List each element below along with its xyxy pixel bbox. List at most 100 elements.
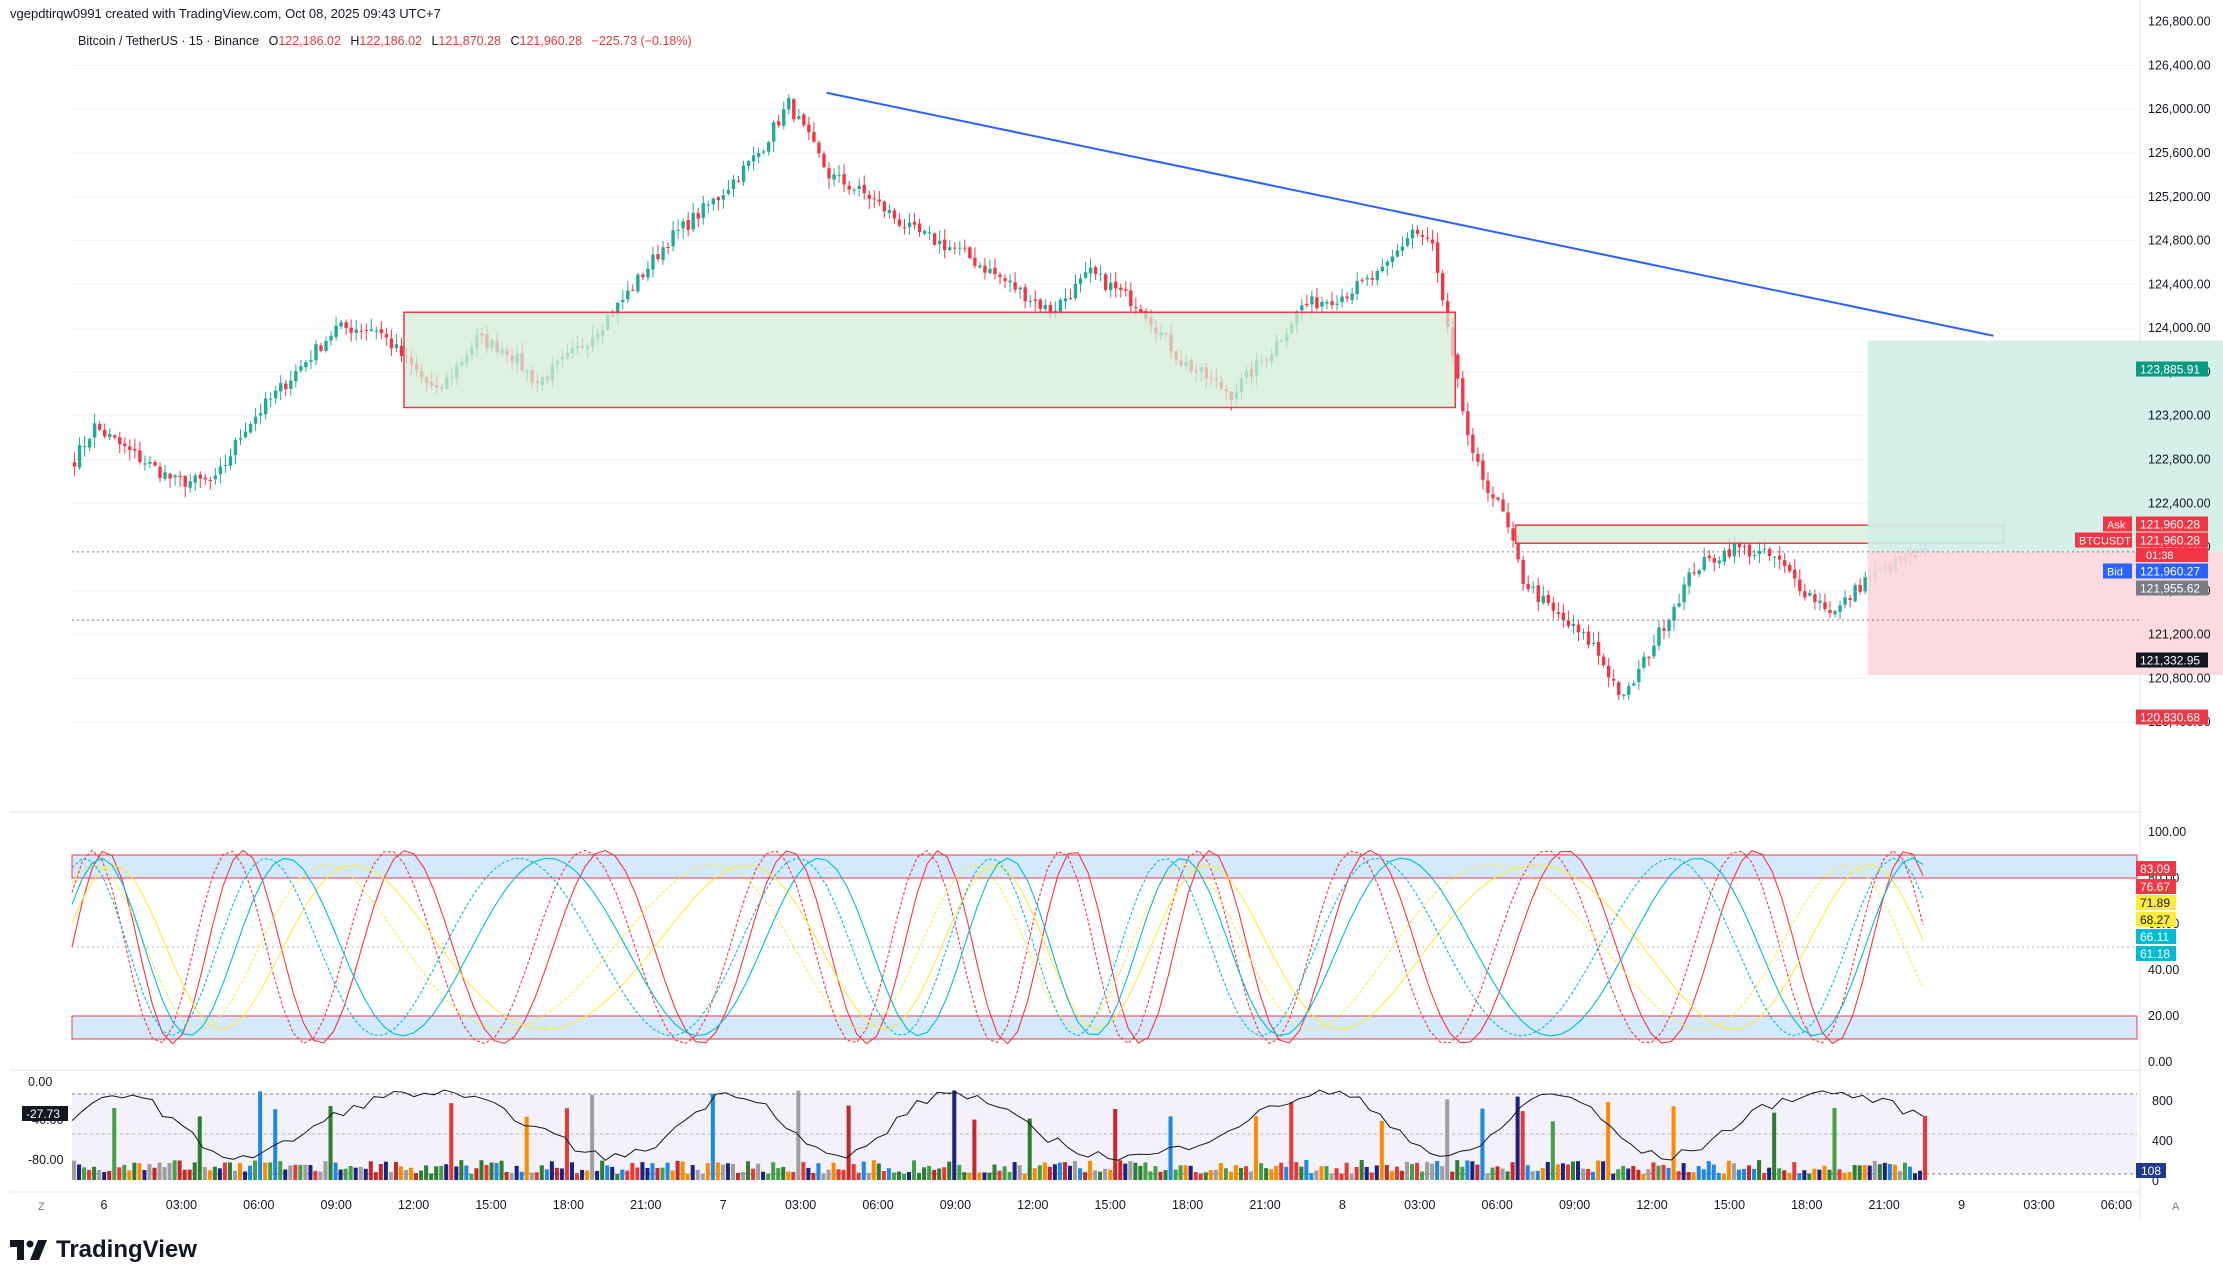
volume-bar [1837, 1169, 1842, 1180]
time-tick-label: 15:00 [1714, 1198, 1745, 1212]
volume-bar [479, 1160, 484, 1180]
volume-bar [1203, 1172, 1208, 1180]
candle-body [1103, 274, 1108, 290]
volume-bar [92, 1166, 97, 1180]
volume-bar [1882, 1162, 1887, 1180]
volume-bar [1294, 1162, 1299, 1180]
candle-body [1606, 665, 1611, 678]
candle-body [379, 329, 384, 334]
volume-bar [972, 1119, 977, 1180]
candle-body [656, 254, 660, 260]
candle-body [1330, 301, 1334, 306]
candle-body [253, 416, 258, 424]
candle-body [193, 475, 197, 483]
volume-bar [977, 1172, 982, 1180]
price-tick-label: 123,200.00 [2148, 409, 2211, 423]
volume-bar [569, 1162, 574, 1180]
candle-body [133, 448, 137, 451]
volume-bar [1394, 1166, 1399, 1180]
candle-body [1335, 303, 1339, 305]
volume-bar [710, 1093, 715, 1180]
entry-badge-text: 121,955.62 [2140, 582, 2200, 596]
candle-body [1823, 602, 1827, 609]
candle-body [1516, 542, 1520, 560]
volume-bar [901, 1173, 906, 1180]
candle-body [696, 213, 700, 219]
candle-body [1486, 480, 1490, 493]
volume-bar [318, 1171, 323, 1180]
symbol-name[interactable]: Bitcoin / TetherUS · 15 · Binance [78, 34, 260, 48]
candle-body [1813, 594, 1817, 603]
candle-body [661, 247, 665, 260]
volume-bar [1057, 1162, 1062, 1180]
volume-bar [464, 1165, 469, 1180]
high-value: 122,186.02 [359, 34, 422, 48]
volume-bar [353, 1167, 358, 1180]
time-tick-label: 06:00 [862, 1198, 893, 1212]
volume-bar [1802, 1170, 1807, 1180]
candle-body [1023, 287, 1027, 302]
time-tick-label: 8 [1339, 1198, 1346, 1212]
price-tick-label: 124,400.00 [2148, 277, 2211, 291]
candle-body [1370, 278, 1374, 280]
volume-bar [1545, 1161, 1550, 1180]
candle-body [248, 424, 253, 433]
volume-bar [1430, 1163, 1435, 1180]
volume-bar [1042, 1162, 1047, 1180]
volume-bar [1812, 1168, 1817, 1180]
volume-bar [766, 1173, 771, 1180]
volume-bar [927, 1165, 932, 1180]
candle-body [1400, 246, 1405, 251]
candle-body [1853, 585, 1857, 602]
volume-bar [1555, 1164, 1560, 1180]
time-tick-label: 12:00 [398, 1198, 429, 1212]
candle-body [108, 434, 112, 437]
candle-body [1858, 584, 1862, 592]
candle-body [872, 198, 876, 200]
candle-body [1702, 557, 1706, 570]
candle-body [1355, 281, 1359, 294]
volume-bar [142, 1170, 147, 1180]
stop-badge-text: 120,830.68 [2140, 711, 2200, 725]
volume-bar [1782, 1170, 1787, 1180]
volume-bar [243, 1171, 248, 1180]
candle-body [646, 268, 650, 278]
candle-body [1315, 297, 1319, 309]
time-tick-label: 18:00 [1172, 1198, 1203, 1212]
chart-canvas[interactable]: 126,800.00 126,400.00 126,000.00 125,600.00… [0, 0, 2223, 1230]
candle-body [213, 475, 218, 480]
volume-bar [554, 1167, 559, 1180]
ask-badge [2136, 516, 2208, 532]
candle-body [1139, 309, 1143, 313]
volume-bar [1420, 1171, 1425, 1180]
volume-bar [1022, 1173, 1027, 1180]
candle-body [1526, 584, 1530, 590]
volume-bar [177, 1160, 182, 1180]
candle-body [1581, 632, 1586, 634]
candle-body [1435, 242, 1440, 273]
volume-bar [1279, 1162, 1284, 1180]
candle-body [178, 475, 182, 478]
volume-bar [1887, 1164, 1892, 1180]
volume-bar [529, 1172, 534, 1180]
countdown-badge [2136, 548, 2208, 562]
volume-bar [333, 1162, 338, 1180]
candle-body [203, 477, 207, 480]
candle-body [777, 121, 781, 126]
candle-body [238, 438, 243, 440]
time-tick-label: 18:00 [553, 1198, 584, 1212]
candle-body [1345, 296, 1349, 299]
stoch-line-4 [71, 857, 1924, 1037]
tradingview-logo[interactable]: TradingView [10, 1236, 197, 1264]
volume-bar [1334, 1168, 1339, 1180]
candle-body [948, 247, 952, 250]
volume-bar [489, 1162, 494, 1180]
candle-body [761, 151, 766, 153]
volume-bar [1233, 1165, 1238, 1180]
candle-body [153, 462, 157, 466]
candle-body [113, 435, 117, 438]
symbol-legend: Bitcoin / TetherUS · 15 · Binance O122,1… [78, 34, 692, 48]
candle-body [937, 240, 942, 245]
candle-body [198, 474, 202, 479]
volume-bar [690, 1165, 695, 1180]
